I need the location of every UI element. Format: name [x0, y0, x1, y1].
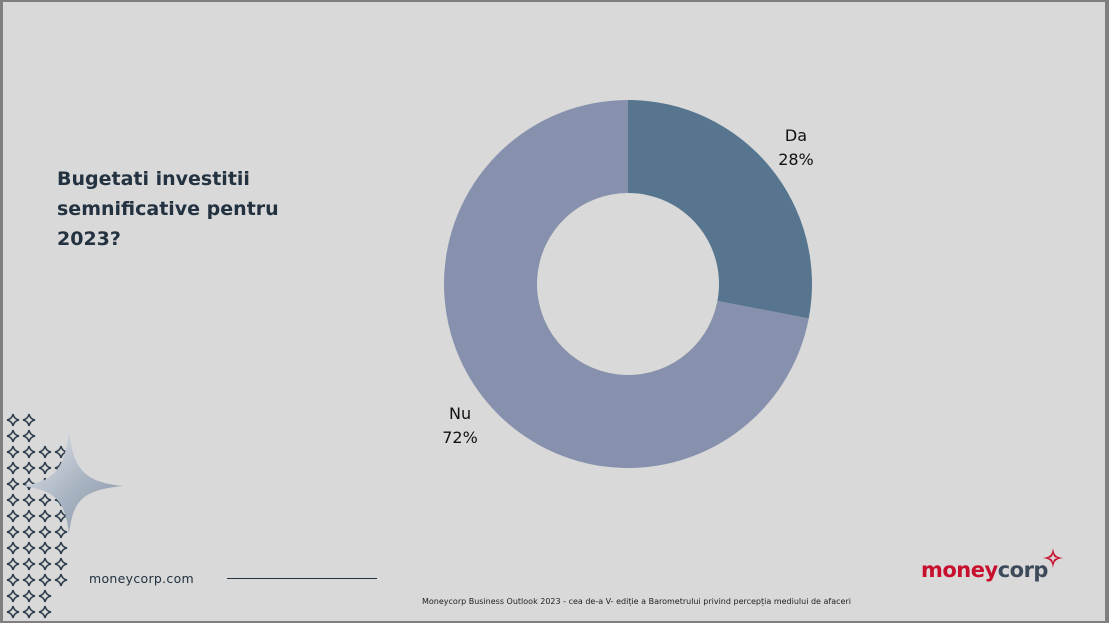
brand-sparkle-icon — [1043, 548, 1063, 568]
brand-name-part1: money — [921, 558, 998, 582]
footer-divider — [227, 578, 377, 579]
brand-logo: moneycorp — [921, 558, 1048, 582]
donut-chart: Da 28% Nu 72% — [442, 100, 814, 469]
slice-category-label: Da — [785, 126, 807, 145]
slice-da — [628, 100, 812, 319]
website-link[interactable]: moneycorp.com — [89, 571, 194, 586]
slice-label-da: Da 28% — [778, 126, 814, 169]
slice-value-label: 72% — [442, 428, 478, 447]
slice-category-label: Nu — [449, 404, 471, 423]
question-title: Bugetati investitii semnificative pentru… — [57, 168, 279, 250]
brand-name-part2: corp — [997, 558, 1049, 582]
four-point-star-icon — [21, 430, 123, 534]
slice-label-nu: Nu 72% — [442, 404, 478, 447]
footnote: Moneycorp Business Outlook 2023 - cea de… — [422, 597, 851, 606]
slice-nu — [443, 100, 809, 469]
slice-value-label: 28% — [778, 150, 814, 169]
slide: Bugetati investitii semnificative pentru… — [3, 2, 1105, 621]
